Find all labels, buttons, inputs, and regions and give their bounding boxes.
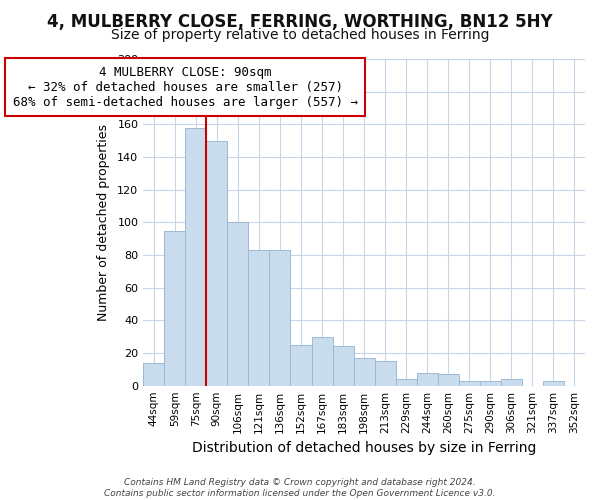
Bar [269, 250, 290, 386]
Text: 4 MULBERRY CLOSE: 90sqm
← 32% of detached houses are smaller (257)
68% of semi-d: 4 MULBERRY CLOSE: 90sqm ← 32% of detache… [13, 66, 358, 108]
Bar [438, 374, 459, 386]
Bar [374, 361, 395, 386]
Bar [185, 128, 206, 386]
Bar [480, 381, 501, 386]
X-axis label: Distribution of detached houses by size in Ferring: Distribution of detached houses by size … [192, 441, 536, 455]
Bar [353, 358, 374, 386]
Bar [143, 363, 164, 386]
Bar [311, 336, 332, 386]
Bar [290, 345, 311, 386]
Text: Size of property relative to detached houses in Ferring: Size of property relative to detached ho… [111, 28, 489, 42]
Bar [227, 222, 248, 386]
Bar [543, 381, 564, 386]
Bar [417, 372, 438, 386]
Bar [206, 140, 227, 386]
Bar [395, 379, 417, 386]
Bar [332, 346, 353, 386]
Bar [501, 379, 522, 386]
Y-axis label: Number of detached properties: Number of detached properties [97, 124, 110, 321]
Bar [248, 250, 269, 386]
Bar [164, 230, 185, 386]
Text: Contains HM Land Registry data © Crown copyright and database right 2024.
Contai: Contains HM Land Registry data © Crown c… [104, 478, 496, 498]
Bar [459, 381, 480, 386]
Text: 4, MULBERRY CLOSE, FERRING, WORTHING, BN12 5HY: 4, MULBERRY CLOSE, FERRING, WORTHING, BN… [47, 12, 553, 30]
